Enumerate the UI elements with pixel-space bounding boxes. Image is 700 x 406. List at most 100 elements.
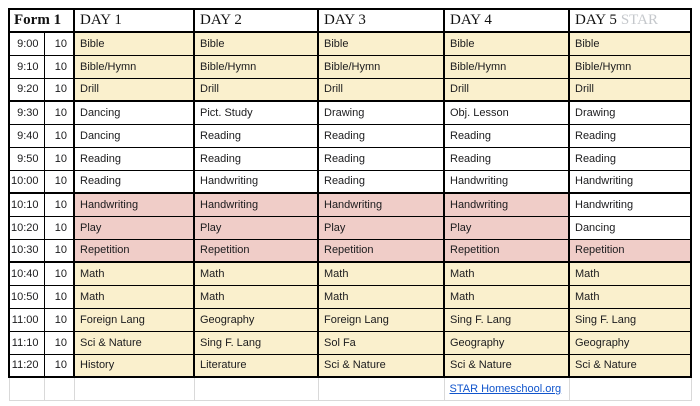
table-row: 9:40 10 Dancing Reading Reading Reading Readin… <box>8 123 692 148</box>
footer-empty-cell <box>43 376 75 401</box>
time-cell: 9:40 <box>8 123 45 148</box>
duration-cell: 10 <box>43 54 75 79</box>
day-header-3: DAY 3 <box>317 8 445 33</box>
day-header-label: DAY 2 <box>200 12 242 28</box>
duration-cell: 10 <box>43 100 75 125</box>
subject-cell: Bible <box>193 31 319 56</box>
subject-cell: Reading <box>317 169 445 194</box>
subject-cell: Sing F. Lang <box>443 307 570 332</box>
table-row: 9:30 10 Dancing Pict. Study Drawing Obj. Less… <box>8 100 692 125</box>
subject-cell: Handwriting <box>568 169 692 194</box>
footer-row: STAR Homeschool.org <box>8 376 692 401</box>
subject-cell: Bible <box>317 31 445 56</box>
subject-cell: Reading <box>193 146 319 171</box>
duration-cell: 10 <box>43 307 75 332</box>
time-cell: 10:40 <box>8 261 45 286</box>
duration-cell: 10 <box>43 353 75 378</box>
duration-cell: 10 <box>43 238 75 263</box>
subject-cell: Handwriting <box>193 169 319 194</box>
time-cell: 10:50 <box>8 284 45 309</box>
day-header-1: DAY 1 <box>73 8 195 33</box>
table-row: 10:10 10 Handwriting Handwriting Handwriting… <box>8 192 692 217</box>
subject-cell: Bible <box>443 31 570 56</box>
subject-cell: Repetition <box>193 238 319 263</box>
time-cell: 9:20 <box>8 77 45 102</box>
time-cell: 11:10 <box>8 330 45 355</box>
subject-cell: Math <box>193 261 319 286</box>
table-row: 9:20 10 Drill Drill Drill Drill Drill <box>8 77 692 102</box>
subject-cell: Reading <box>193 123 319 148</box>
subject-cell: Sing F. Lang <box>568 307 692 332</box>
subject-cell: Reading <box>317 123 445 148</box>
subject-cell: Bible/Hymn <box>73 54 195 79</box>
subject-cell: Bible/Hymn <box>443 54 570 79</box>
day-header-label: DAY 4 <box>450 12 492 28</box>
time-cell: 11:20 <box>8 353 45 378</box>
duration-cell: 10 <box>43 284 75 309</box>
footer-empty-cell <box>73 376 195 401</box>
subject-cell: Reading <box>568 146 692 171</box>
duration-cell: 10 <box>43 169 75 194</box>
subject-cell: Sci & Nature <box>73 330 195 355</box>
subject-cell: Foreign Lang <box>73 307 195 332</box>
subject-cell: Dancing <box>568 215 692 240</box>
table-row: 10:20 10 Play Play Play Play Dancing <box>8 215 692 240</box>
subject-cell: Math <box>568 284 692 309</box>
subject-cell: Math <box>443 261 570 286</box>
subject-cell: Reading <box>443 123 570 148</box>
subject-cell: Repetition <box>568 238 692 263</box>
duration-cell: 10 <box>43 31 75 56</box>
duration-cell: 10 <box>43 261 75 286</box>
time-cell: 9:30 <box>8 100 45 125</box>
subject-cell: Math <box>193 284 319 309</box>
form-title: Form 1 <box>8 8 75 33</box>
subject-cell: Play <box>443 215 570 240</box>
day-header-2: DAY 2 <box>193 8 319 33</box>
subject-cell: Drill <box>73 77 195 102</box>
time-cell: 9:10 <box>8 54 45 79</box>
subject-cell: Handwriting <box>568 192 692 217</box>
duration-cell: 10 <box>43 77 75 102</box>
subject-cell: Math <box>317 284 445 309</box>
subject-cell: Bible <box>568 31 692 56</box>
day-header-label: DAY 5 <box>575 12 617 28</box>
day-header-label: DAY 3 <box>324 12 366 28</box>
subject-cell: Repetition <box>73 238 195 263</box>
day-header-4: DAY 4 <box>443 8 570 33</box>
table-row: 11:00 10 Foreign Lang Geography Foreign Lang… <box>8 307 692 332</box>
day-header-label: DAY 1 <box>80 12 122 28</box>
duration-cell: 10 <box>43 215 75 240</box>
subject-cell: Reading <box>73 146 195 171</box>
subject-cell: Repetition <box>443 238 570 263</box>
subject-cell: Sci & Nature <box>443 353 570 378</box>
subject-cell: Handwriting <box>317 192 445 217</box>
subject-cell: Math <box>317 261 445 286</box>
subject-cell: Math <box>443 284 570 309</box>
subject-cell: Handwriting <box>193 192 319 217</box>
subject-cell: Sci & Nature <box>317 353 445 378</box>
subject-cell: Drawing <box>568 100 692 125</box>
subject-cell: Reading <box>443 146 570 171</box>
table-row: 9:00 10 Bible Bible Bible Bible Bible <box>8 31 692 56</box>
duration-cell: 10 <box>43 330 75 355</box>
time-cell: 10:30 <box>8 238 45 263</box>
header-row: Form 1 DAY 1 DAY 2 DAY 3 DAY 4 DAY 5 STAR <box>8 8 692 33</box>
star-homeschool-link[interactable]: STAR Homeschool.org <box>449 382 562 395</box>
subject-cell: Dancing <box>73 123 195 148</box>
subject-cell: Sci & Nature <box>568 353 692 378</box>
subject-cell: Geography <box>568 330 692 355</box>
subject-cell: Pict. Study <box>193 100 319 125</box>
table-row: 9:10 10 Bible/Hymn Bible/Hymn Bible/Hymn Bibl… <box>8 54 692 79</box>
subject-cell: Bible/Hymn <box>317 54 445 79</box>
footer-empty-cell <box>193 376 319 401</box>
footer-empty-cell <box>568 376 692 401</box>
table-row: 9:50 10 Reading Reading Reading Reading Readin… <box>8 146 692 171</box>
timetable: Form 1 DAY 1 DAY 2 DAY 3 DAY 4 DAY 5 STAR… <box>8 8 692 401</box>
subject-cell: Bible/Hymn <box>193 54 319 79</box>
subject-cell: Play <box>317 215 445 240</box>
time-cell: 10:10 <box>8 192 45 217</box>
duration-cell: 10 <box>43 192 75 217</box>
subject-cell: Literature <box>193 353 319 378</box>
subject-cell: Reading <box>568 123 692 148</box>
